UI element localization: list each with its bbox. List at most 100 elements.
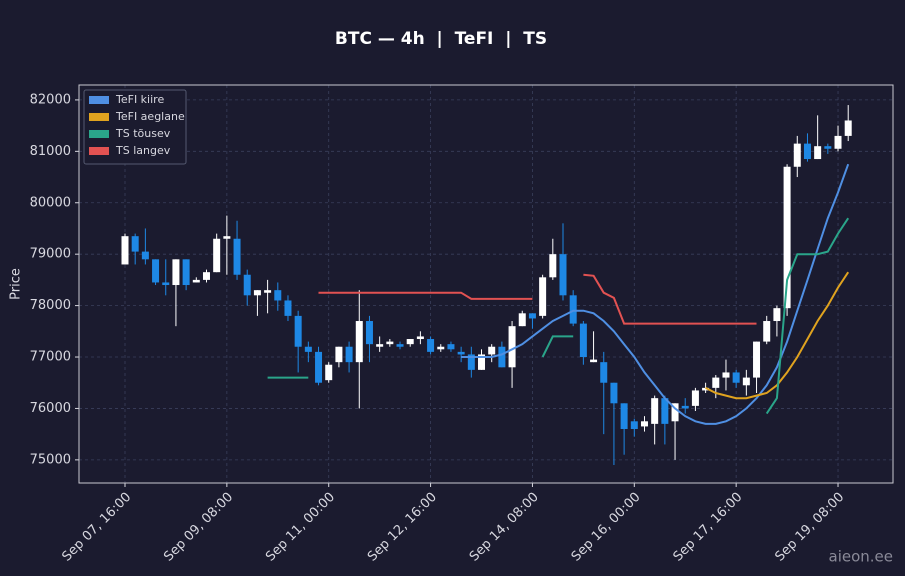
candle-body [600, 362, 608, 383]
candle-body [427, 339, 435, 352]
candle-body [640, 421, 648, 427]
chart-title: BTC — 4h | TeFI | TS [335, 29, 547, 49]
candle-body [793, 143, 801, 167]
candle-body [294, 315, 302, 347]
candle-body [315, 351, 323, 383]
candle-body [559, 254, 567, 296]
indicator-line [705, 271, 850, 400]
legend-label: TeFI aeglane [115, 110, 185, 123]
candle-body [814, 146, 822, 160]
candle-body [304, 346, 312, 352]
candle-body [753, 341, 761, 378]
candle-body [437, 346, 445, 350]
candle-body [345, 346, 353, 363]
candle-body [712, 377, 720, 388]
candle-body [579, 323, 587, 358]
candle-body [202, 272, 210, 280]
candle-body [773, 308, 781, 322]
y-axis-label: Price [9, 268, 24, 300]
candle-body [763, 321, 771, 342]
candle-body [213, 238, 221, 273]
candle-body [365, 321, 373, 345]
candle-body [223, 236, 231, 239]
y-tick-label: 80000 [30, 195, 71, 210]
indicator-line [461, 163, 850, 425]
indicator-line [583, 273, 757, 325]
candle-body [192, 279, 200, 283]
candle-body [661, 398, 669, 424]
candle-body [131, 236, 139, 252]
y-tick-label: 77000 [30, 350, 71, 365]
candle-body [620, 403, 628, 430]
y-tick-label: 79000 [30, 247, 71, 262]
candle-body [233, 238, 241, 275]
y-tick-label: 82000 [30, 92, 71, 107]
candle-body [508, 326, 516, 368]
candle-body [569, 295, 577, 324]
candle-body [253, 290, 261, 296]
candle-body [274, 290, 282, 301]
indicator-line [765, 217, 850, 415]
indicator-line [318, 291, 533, 300]
candle-body [691, 390, 699, 406]
y-tick-label: 81000 [30, 144, 71, 159]
candle-body [518, 313, 526, 327]
candle-body [742, 377, 750, 386]
candle-body [264, 290, 272, 293]
candle-body [386, 341, 394, 345]
y-tick-label: 78000 [30, 298, 71, 313]
candle-body [702, 387, 710, 391]
candle-body [732, 372, 740, 383]
candle-body [243, 274, 251, 296]
candle-body [467, 354, 475, 370]
watermark: aieon.ee [829, 548, 894, 566]
legend-swatch [89, 113, 109, 121]
candle-body [844, 120, 852, 136]
legend-swatch [89, 130, 109, 138]
candle-body [152, 259, 160, 283]
candle-body [182, 259, 190, 286]
candle-body [335, 346, 343, 363]
legend-swatch [89, 147, 109, 155]
y-tick-label: 75000 [30, 452, 71, 467]
candle-body [671, 403, 679, 422]
candle-body [824, 146, 832, 149]
candle-body [284, 300, 292, 316]
candle-body [396, 344, 404, 347]
candle-body [783, 166, 791, 309]
candle-body [488, 346, 496, 355]
candle-body [539, 277, 547, 316]
candle-body [172, 259, 180, 286]
candle-body [651, 398, 659, 424]
candle-body [722, 372, 730, 378]
candle-body [355, 321, 363, 363]
candle-body [447, 344, 455, 350]
candle-body [376, 344, 384, 347]
candle-body [478, 354, 486, 370]
candle-body [549, 254, 557, 278]
candle-body [406, 339, 414, 345]
candle-body [630, 421, 638, 430]
legend-label: TS langev [115, 144, 171, 157]
legend-label: TeFI kiire [115, 93, 164, 106]
plot-frame [78, 84, 894, 484]
candle-body [457, 351, 465, 355]
candle-body [141, 251, 149, 260]
candle-body [803, 143, 811, 160]
candle-body [610, 382, 618, 404]
candle-body [528, 313, 536, 319]
candle-body [121, 236, 129, 265]
legend-box [83, 89, 187, 165]
candle-body [590, 359, 598, 363]
candle-body [325, 364, 333, 381]
candle-body [498, 346, 506, 368]
y-tick-label: 76000 [30, 401, 71, 416]
candle-body [162, 282, 170, 286]
candle-body [416, 336, 424, 340]
legend-swatch [89, 96, 109, 104]
candle-body [834, 135, 842, 149]
indicator-line [541, 335, 574, 358]
candle-body [681, 405, 689, 409]
